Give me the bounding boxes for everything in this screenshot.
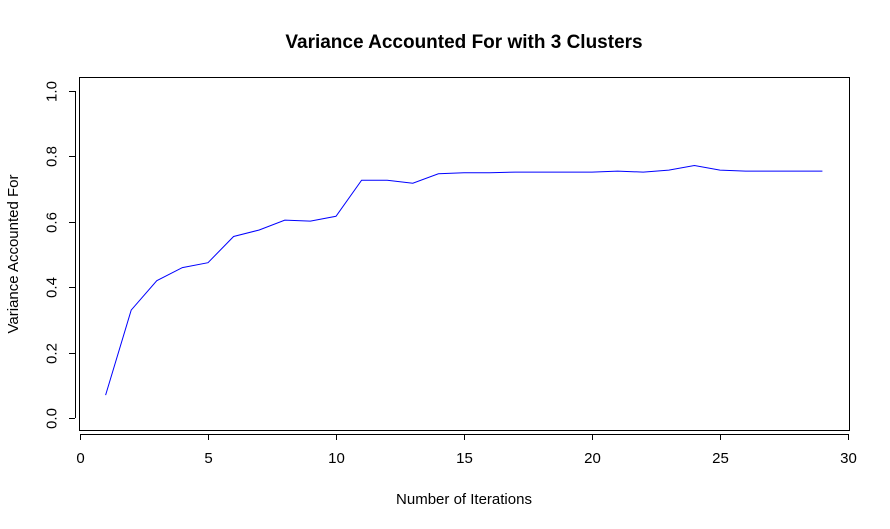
y-axis-label: Variance Accounted For xyxy=(5,175,22,334)
chart-title: Variance Accounted For with 3 Clusters xyxy=(285,32,642,53)
x-tick-label: 25 xyxy=(712,450,729,467)
y-tick-label: 1.0 xyxy=(44,81,61,102)
x-axis-label: Number of Iterations xyxy=(396,491,532,508)
x-tick-label: 5 xyxy=(204,450,212,467)
y-tick-label: 0.6 xyxy=(44,212,61,233)
series-group xyxy=(105,165,823,396)
series-line xyxy=(105,165,823,396)
y-tick-label: 0.2 xyxy=(44,343,61,364)
x-tick-label: 0 xyxy=(76,450,84,467)
y-axis: 0.0 0.2 0.4 0.6 0.8 1.0 xyxy=(44,81,76,429)
y-tick-label: 0.8 xyxy=(44,146,61,167)
y-tick-label: 0.0 xyxy=(44,408,61,429)
x-axis: 0 5 10 15 20 25 30 xyxy=(76,434,857,467)
x-tick-label: 15 xyxy=(456,450,473,467)
x-tick-label: 10 xyxy=(328,450,345,467)
plot-frame xyxy=(79,77,850,431)
y-tick-label: 0.4 xyxy=(44,277,61,298)
x-tick-label: 20 xyxy=(584,450,601,467)
x-tick-label: 30 xyxy=(840,450,857,467)
